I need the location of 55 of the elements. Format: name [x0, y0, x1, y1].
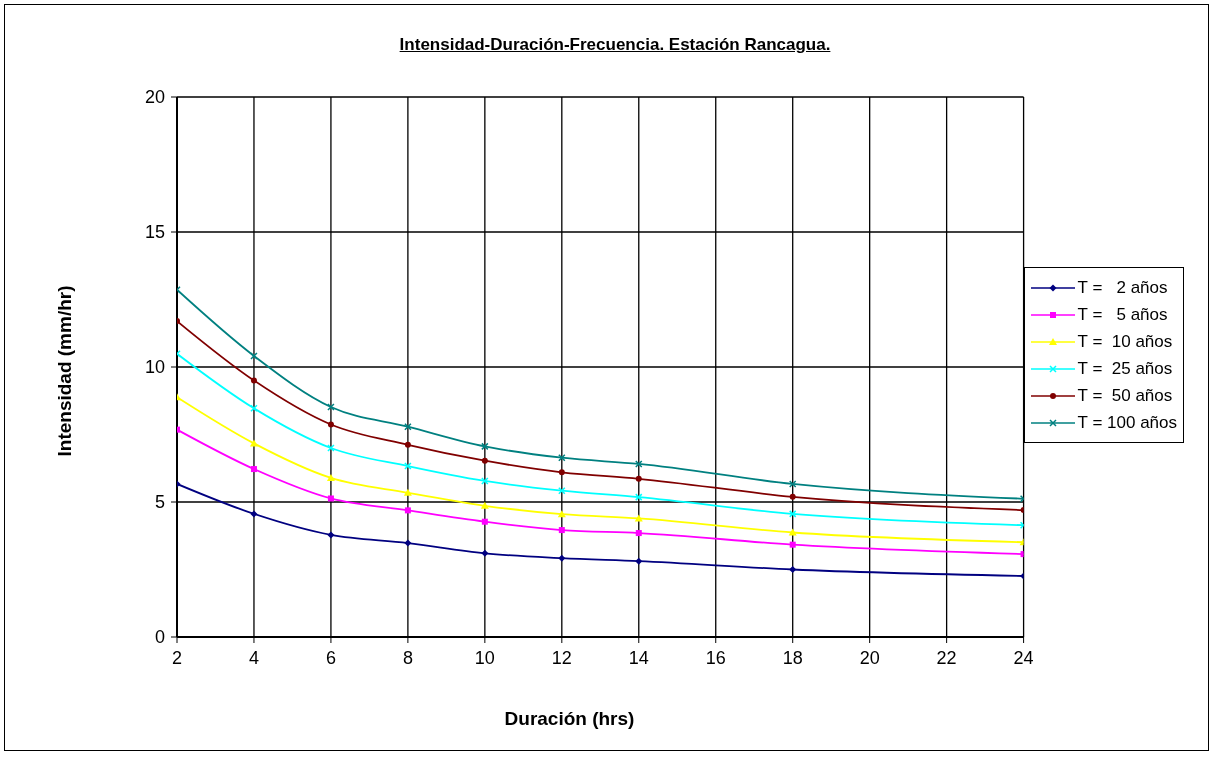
point — [327, 421, 334, 428]
point — [481, 457, 488, 464]
x-tick-label: 14 — [628, 647, 649, 668]
x-tick-label: 24 — [1013, 647, 1034, 668]
y-tick-label: 15 — [144, 222, 165, 243]
point — [635, 530, 642, 537]
point — [481, 549, 489, 557]
y-axis-title: Intensidad (mm/hr) — [54, 285, 76, 457]
x-tick-label: 12 — [551, 647, 572, 668]
x-axis-title: Duración (hrs) — [503, 708, 636, 730]
point — [789, 566, 797, 573]
x-tick-label: 22 — [936, 647, 957, 668]
point — [326, 473, 335, 481]
x-tick-label: 8 — [402, 647, 413, 668]
x-tick-label: 18 — [782, 647, 803, 668]
point — [250, 377, 257, 384]
legend-label: T = 10 años — [1077, 331, 1173, 352]
x-tick-label: 6 — [325, 647, 336, 668]
point — [404, 539, 412, 547]
x-tick-label: 4 — [248, 647, 259, 668]
legend-label: T = 2 años — [1077, 277, 1168, 298]
point — [404, 441, 411, 448]
point — [558, 469, 565, 476]
point — [558, 554, 566, 562]
legend-label: T = 100 años — [1077, 412, 1177, 433]
point — [481, 518, 488, 525]
point — [404, 462, 412, 470]
point — [789, 493, 796, 500]
y-tick-label: 5 — [154, 492, 165, 513]
y-tick-label: 0 — [154, 627, 165, 648]
point — [557, 510, 566, 518]
x-tick-label: 20 — [859, 647, 880, 668]
point — [327, 495, 334, 502]
point — [327, 403, 335, 411]
point — [789, 541, 796, 548]
point — [635, 557, 643, 565]
point — [788, 528, 797, 536]
point — [327, 531, 335, 539]
point — [250, 352, 258, 360]
point — [250, 510, 258, 518]
point — [558, 527, 565, 534]
point — [250, 466, 257, 473]
y-tick-label: 10 — [144, 357, 165, 378]
legend-label: T = 25 años — [1077, 358, 1173, 379]
x-tick-label: 2 — [171, 647, 183, 668]
point — [404, 507, 411, 514]
y-tick-label: 20 — [144, 87, 165, 108]
point — [403, 488, 412, 496]
legend-label: T = 50 años — [1077, 385, 1173, 406]
legend-label: T = 5 años — [1077, 304, 1168, 325]
point — [635, 475, 642, 482]
x-tick-label: 10 — [474, 647, 495, 668]
chart-title: Intensidad-Duración-Frecuencia. Estación Rancagua. — [398, 35, 832, 55]
point — [480, 501, 489, 509]
x-tick-label: 16 — [705, 647, 726, 668]
